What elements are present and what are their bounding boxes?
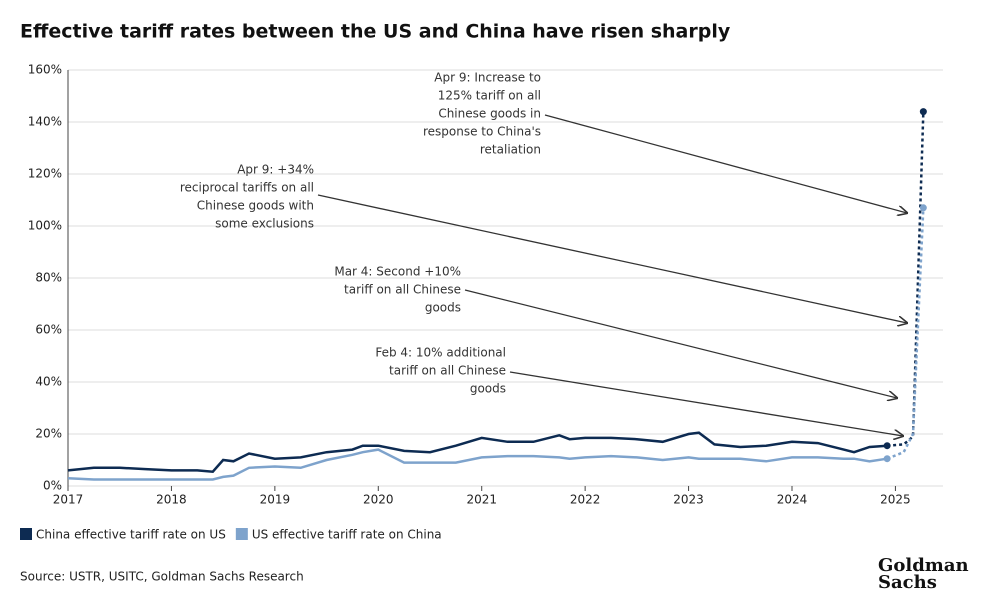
annotation: Apr 9: Increase to [434, 71, 541, 85]
source: Source: USTR, USITC, Goldman Sachs Resea… [20, 570, 304, 584]
series-line [886, 207, 925, 460]
annotation: retaliation [480, 143, 541, 157]
annotation: Feb 4: 10% additional [375, 346, 506, 360]
x-tick-label: 2021 [466, 493, 497, 507]
series-line [67, 431, 888, 473]
annotation: 125% tariff on all [438, 89, 541, 103]
legend-label: China effective tariff rate on US [36, 528, 226, 542]
legend-swatch [20, 528, 32, 540]
y-tick-label: 100% [28, 219, 62, 233]
logo: Goldman [878, 555, 969, 576]
annotation: Mar 4: Second +10% [334, 265, 461, 279]
annotation-arrow [464, 289, 897, 398]
point-marker [883, 442, 891, 450]
legend-swatch [235, 528, 248, 540]
series-line [887, 111, 925, 447]
annotation-arrow [317, 194, 907, 323]
annotation: Chinese goods with [197, 199, 314, 213]
x-tick-label: 2019 [260, 493, 291, 507]
annotation: tariff on all Chinese [344, 283, 461, 297]
y-tick-label: 160% [28, 63, 62, 77]
logo: Sachs [878, 572, 937, 593]
x-tick-label: 2025 [880, 493, 911, 507]
annotation: Chinese goods in [438, 107, 541, 121]
y-tick-label: 120% [28, 167, 62, 181]
annotation: response to China's [423, 125, 541, 139]
y-tick-label: 60% [35, 323, 62, 337]
annotation-arrow [544, 114, 907, 213]
point-marker [883, 455, 891, 463]
point-marker [919, 108, 927, 116]
x-tick-label: 2022 [570, 493, 601, 507]
y-tick-label: 0% [43, 479, 62, 493]
x-tick-label: 2023 [673, 493, 704, 507]
x-tick-label: 2018 [156, 493, 187, 507]
x-tick-label: 2020 [363, 493, 394, 507]
chart-title: Effective tariff rates between the US an… [20, 21, 731, 43]
legend-label: US effective tariff rate on China [252, 528, 442, 542]
annotation: some exclusions [215, 217, 314, 231]
annotation: goods [470, 382, 506, 396]
annotation-arrow [509, 371, 903, 436]
y-tick-label: 140% [28, 115, 62, 129]
annotation: reciprocal tariffs on all [180, 181, 314, 195]
y-tick-label: 40% [35, 375, 62, 389]
x-tick-label: 2017 [53, 493, 84, 507]
y-tick-label: 20% [35, 427, 62, 441]
annotation: tariff on all Chinese [389, 364, 506, 378]
x-tick-label: 2024 [777, 493, 808, 507]
annotation: Apr 9: +34% [237, 163, 314, 177]
point-marker [919, 204, 927, 212]
series-line [67, 448, 888, 481]
annotation: goods [425, 301, 461, 315]
y-tick-label: 80% [35, 271, 62, 285]
